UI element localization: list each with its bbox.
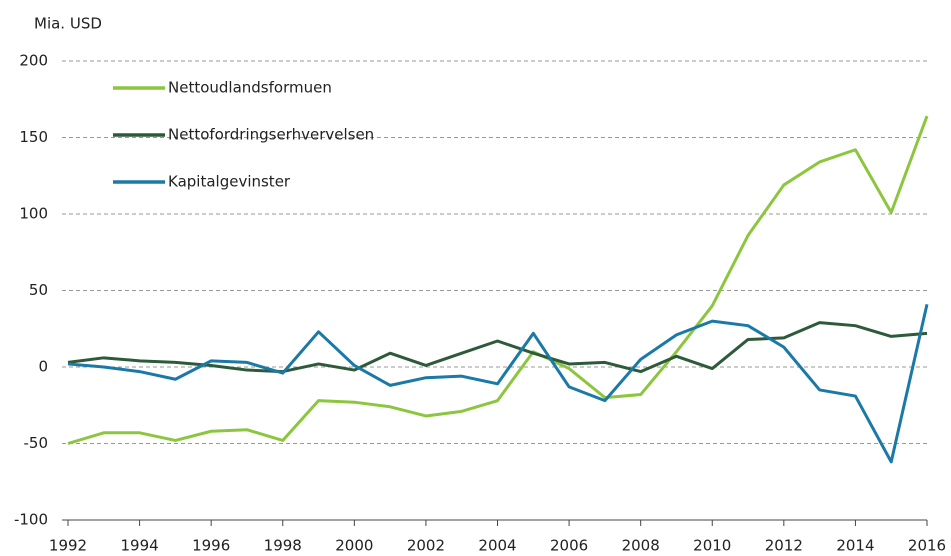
x-tick-label: 2002 <box>407 537 445 555</box>
x-tick-label: 1994 <box>120 537 158 555</box>
x-tick-label: 1998 <box>264 537 302 555</box>
x-tick-label: 2012 <box>765 537 803 555</box>
legend-label: Kapitalgevinster <box>168 173 291 191</box>
y-tick-label: 50 <box>29 281 48 299</box>
y-tick-label: 0 <box>38 358 48 376</box>
y-axis-label: Mia. USD <box>34 15 102 33</box>
legend-label: Nettofordringserhvervelsen <box>168 126 374 144</box>
x-tick-label: 2004 <box>478 537 516 555</box>
series-line <box>67 303 929 464</box>
series-line <box>67 115 929 445</box>
x-tick-label: 2010 <box>693 537 731 555</box>
x-tick-label: 2016 <box>908 537 946 555</box>
x-tick-label: 2008 <box>622 537 660 555</box>
x-tick-label: 2000 <box>335 537 373 555</box>
y-tick-label: -100 <box>14 511 48 529</box>
y-tick-label: 150 <box>19 128 48 146</box>
y-tick-label: -50 <box>24 434 49 452</box>
y-tick-label: 200 <box>19 52 48 70</box>
y-tick-label: 100 <box>19 205 48 223</box>
legend-label: Nettoudlandsformuen <box>168 79 332 97</box>
x-tick-label: 1996 <box>192 537 230 555</box>
x-tick-label: 1992 <box>49 537 87 555</box>
series-line <box>67 321 928 374</box>
x-tick-label: 2006 <box>550 537 588 555</box>
x-tick-label: 2014 <box>836 537 874 555</box>
